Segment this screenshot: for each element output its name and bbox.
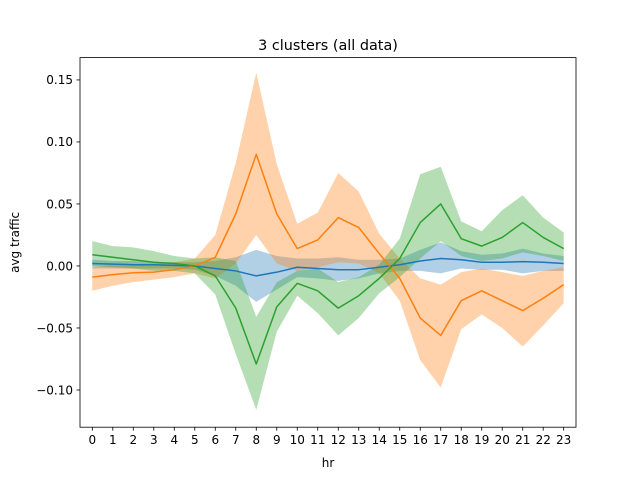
x-tick-label: 17 [433,433,448,447]
x-tick-label: 10 [290,433,305,447]
confidence-bands [92,72,564,410]
series-3-line [92,203,565,365]
x-tick-label: 11 [310,433,325,447]
x-tick-label: 3 [150,433,158,447]
x-tick-label: 21 [515,433,530,447]
x-tick-label: 4 [170,433,178,447]
x-tick-label: 16 [413,433,428,447]
x-tick-label: 9 [273,433,281,447]
series-3-band [92,166,564,410]
y-tick-label: 0.10 [46,135,73,149]
x-tick-label: 19 [474,433,489,447]
x-axis: 0 1 2 3 4 5 6 7 8 9 10 11 12 13 14 15 16 17 18 19 20 21 22 23 [88,427,571,447]
y-tick-label: 0.05 [46,197,73,211]
x-tick-label: 12 [331,433,346,447]
x-tick-label: 22 [536,433,551,447]
x-tick-label: 15 [392,433,407,447]
series-2-line [92,153,565,337]
x-tick-label: 13 [351,433,366,447]
x-tick-label: 0 [88,433,96,447]
y-tick-label: −0.05 [36,321,73,335]
x-tick-label: 8 [252,433,260,447]
x-tick-label: 18 [454,433,469,447]
x-tick-label: 1 [109,433,117,447]
x-tick-label: 20 [495,433,510,447]
chart-title: 3 clusters (all data) [258,38,398,54]
y-tick-label: 0.00 [46,259,73,273]
x-tick-label: 23 [556,433,571,447]
x-tick-label: 2 [129,433,137,447]
series-1-line [92,257,564,277]
y-tick-label: 0.15 [46,73,73,87]
plot-frame [79,57,577,428]
series-2-band [92,72,564,388]
y-axis-label: avg traffic [8,212,22,273]
series-1-band [92,242,564,302]
x-tick-label: 7 [232,433,240,447]
x-tick-label: 5 [191,433,199,447]
x-tick-label: 6 [211,433,219,447]
y-tick-label: −0.10 [36,383,73,397]
series-lines [92,153,565,365]
x-axis-label: hr [322,456,335,470]
x-tick-label: 14 [372,433,387,447]
y-axis: 0.15 0.10 0.05 0.00 −0.05 −0.10 [36,73,80,397]
